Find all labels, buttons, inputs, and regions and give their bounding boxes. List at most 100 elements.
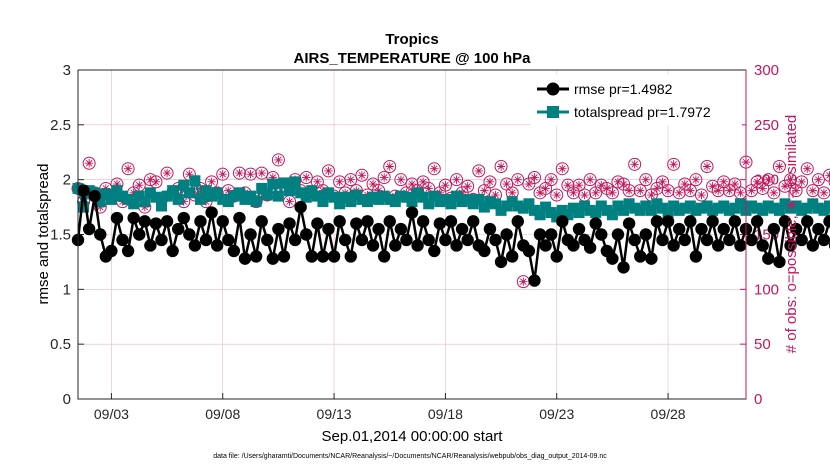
rmse-point bbox=[133, 228, 146, 241]
obs-possible-point bbox=[461, 179, 475, 193]
rmse-point bbox=[177, 211, 190, 225]
totalspread-point bbox=[746, 200, 758, 212]
totalspread-point bbox=[712, 202, 724, 214]
rmse-point bbox=[344, 250, 357, 263]
obs-assimilated-point bbox=[374, 186, 383, 195]
totalspread-point bbox=[367, 191, 379, 203]
totalspread-point bbox=[751, 202, 763, 214]
rmse-point bbox=[717, 222, 730, 236]
totalspread-point bbox=[579, 200, 591, 212]
obs-possible-point bbox=[182, 167, 196, 181]
rmse-point bbox=[233, 211, 246, 225]
totalspread-point bbox=[534, 209, 546, 221]
rmse-point bbox=[494, 255, 508, 269]
rmse-point bbox=[628, 233, 641, 247]
obs-assimilated-point bbox=[725, 186, 734, 195]
rmse-point bbox=[422, 233, 435, 247]
obs-assimilated-point bbox=[541, 184, 550, 193]
x-axis-label: Sep.01,2014 00:00:00 start bbox=[322, 428, 504, 445]
obs-assimilated-point bbox=[285, 197, 294, 206]
rmse-point bbox=[216, 215, 229, 228]
y-right-tick-label: 50 bbox=[754, 336, 771, 353]
obs-assimilated-point bbox=[608, 188, 617, 198]
totalspread-point bbox=[122, 193, 134, 205]
obs-assimilated-point bbox=[496, 162, 506, 171]
rmse-point bbox=[689, 250, 703, 263]
obs-assimilated-point bbox=[480, 186, 489, 195]
rmse-point bbox=[339, 233, 352, 247]
obs-assimilated-point bbox=[441, 180, 450, 190]
obs-assimilated-point bbox=[803, 164, 812, 173]
totalspread-point bbox=[773, 204, 785, 216]
rmse-point bbox=[656, 233, 669, 247]
y-right-tick-label: 100 bbox=[754, 281, 779, 298]
obs-assimilated-point bbox=[563, 180, 573, 190]
obs-assimilated-point bbox=[669, 160, 678, 169]
y-tick-label: 1.5 bbox=[50, 227, 71, 244]
obs-assimilated-point bbox=[647, 190, 656, 200]
totalspread-point bbox=[562, 209, 574, 221]
obs-assimilated-point bbox=[775, 162, 784, 171]
obs-assimilated-point bbox=[185, 169, 194, 179]
obs-possible-point bbox=[795, 175, 809, 189]
obs-possible-point bbox=[355, 168, 369, 182]
totalspread-point bbox=[490, 198, 501, 210]
rmse-point bbox=[266, 252, 280, 265]
y-right-tick-label: 300 bbox=[754, 62, 779, 79]
rmse-point bbox=[288, 233, 302, 247]
rmse-point bbox=[801, 215, 814, 228]
obs-assimilated-point bbox=[452, 175, 461, 184]
obs-possible-point bbox=[622, 184, 636, 198]
rmse-point bbox=[372, 222, 385, 236]
rmse-point bbox=[82, 222, 96, 236]
rmse-point bbox=[673, 222, 686, 236]
totalspread-point bbox=[350, 189, 362, 201]
rmse-point bbox=[188, 239, 202, 252]
rmse-point bbox=[461, 233, 474, 247]
obs-possible-point bbox=[427, 162, 441, 176]
obs-assimilated-point bbox=[418, 177, 428, 187]
totalspread-point bbox=[523, 198, 535, 210]
obs-assimilated-point bbox=[585, 175, 595, 184]
rmse-point bbox=[711, 239, 725, 252]
rmse-point bbox=[734, 239, 747, 252]
totalspread-point bbox=[551, 211, 563, 223]
obs-assimilated-point bbox=[546, 175, 556, 184]
obs-possible-point bbox=[383, 160, 397, 174]
totalspread-point bbox=[172, 193, 184, 205]
rmse-point bbox=[661, 215, 675, 228]
rmse-point bbox=[116, 233, 129, 247]
rmse-point bbox=[778, 215, 792, 228]
totalspread-point bbox=[629, 202, 641, 214]
totalspread-point bbox=[256, 182, 268, 194]
obs-possible-point bbox=[572, 178, 586, 192]
obs-assimilated-point bbox=[151, 177, 161, 187]
totalspread-point bbox=[723, 204, 735, 216]
obs-assimilated-point bbox=[123, 164, 133, 173]
rmse-point bbox=[311, 217, 324, 230]
totalspread-point bbox=[239, 193, 251, 205]
rmse-point bbox=[606, 252, 619, 265]
obs-assimilated-point bbox=[680, 179, 689, 189]
totalspread-point bbox=[417, 191, 429, 203]
rmse-point bbox=[377, 250, 391, 263]
obs-assimilated-point bbox=[224, 186, 233, 195]
obs-assimilated-point bbox=[502, 179, 511, 189]
rmse-point bbox=[723, 233, 736, 247]
obs-assimilated-point bbox=[552, 190, 561, 200]
rmse-point bbox=[556, 215, 569, 228]
y-tick-label: 2 bbox=[63, 172, 71, 189]
rmse-point bbox=[667, 239, 680, 252]
obs-possible-point bbox=[828, 177, 830, 186]
totalspread-point bbox=[345, 196, 357, 208]
obs-assimilated-point bbox=[179, 197, 188, 206]
obs-possible-point bbox=[511, 173, 525, 187]
obs-possible-point bbox=[377, 170, 391, 184]
obs-possible-point bbox=[761, 173, 775, 187]
obs-assimilated-point bbox=[630, 160, 639, 169]
rmse-point bbox=[366, 239, 380, 252]
totalspread-point bbox=[540, 201, 552, 213]
rmse-point bbox=[155, 233, 168, 247]
obs-possible-point bbox=[667, 157, 681, 171]
totalspread-point bbox=[356, 193, 368, 205]
